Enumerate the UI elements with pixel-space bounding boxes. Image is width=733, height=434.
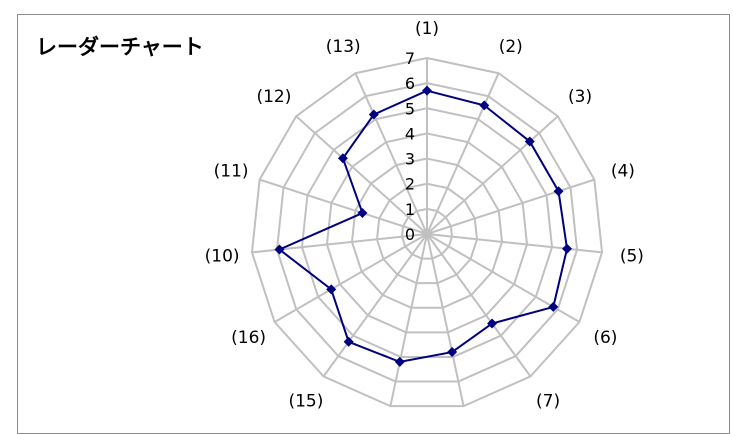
- category-label: (12): [256, 87, 291, 107]
- category-label: (16): [231, 328, 266, 348]
- data-point-marker: [479, 100, 490, 111]
- category-label: (11): [214, 161, 249, 181]
- data-point-marker: [274, 244, 285, 255]
- grid-spoke: [426, 178, 595, 235]
- grid-spoke: [426, 115, 559, 235]
- data-point-marker: [326, 284, 337, 295]
- grid-ring-6: [275, 82, 579, 383]
- chart-title: レーダーチャート: [36, 35, 204, 59]
- data-point-marker: [487, 318, 498, 329]
- tick-label: 7: [405, 49, 415, 68]
- category-label: (1): [415, 19, 439, 39]
- grid-spoke: [259, 178, 428, 235]
- category-label: (3): [568, 87, 592, 107]
- category-label: (10): [205, 247, 240, 267]
- data-point-marker: [357, 208, 368, 219]
- data-point-marker: [553, 186, 564, 197]
- tick-label: 0: [405, 225, 415, 244]
- chart-area: [17, 14, 730, 434]
- grid-ring-2: [375, 182, 479, 285]
- radial-axis-ticks: 0 1 2 3 4 5 6 7: [405, 49, 415, 244]
- grid-spoke: [295, 115, 428, 235]
- grid-spoke: [426, 233, 532, 377]
- grid-spoke: [322, 233, 428, 377]
- data-point-marker: [562, 243, 573, 254]
- grid-spoke: [274, 233, 428, 323]
- data-point-marker: [337, 153, 348, 164]
- category-labels: (1)(2)(3)(4)(5)(6)(7)(8)(9)(15)(16)(10)(…: [205, 19, 644, 427]
- grid-ring-1: [400, 207, 454, 260]
- tick-label: 6: [405, 74, 415, 93]
- grid-ring-7: [250, 56, 604, 408]
- category-label: (6): [593, 328, 617, 348]
- tick-label: 1: [405, 200, 415, 219]
- data-point-marker: [548, 301, 559, 312]
- radar-grid: [250, 56, 604, 408]
- category-label: (15): [288, 392, 323, 412]
- grid-spoke: [426, 233, 603, 254]
- data-point-marker: [368, 109, 379, 120]
- data-point-marker: [422, 85, 432, 96]
- category-label: (5): [620, 247, 644, 267]
- data-point-marker: [524, 136, 535, 147]
- grid-ring-4: [325, 132, 529, 334]
- tick-label: 3: [405, 150, 415, 169]
- category-label: (2): [499, 37, 523, 57]
- series-line: [277, 89, 569, 363]
- grid-ring-3: [350, 157, 504, 309]
- category-label: (13): [326, 37, 361, 57]
- tick-label: 5: [405, 99, 415, 118]
- series-layer: [274, 85, 573, 367]
- grid-spoke: [389, 233, 428, 407]
- tick-label: 2: [405, 175, 415, 194]
- data-point-marker: [447, 347, 458, 358]
- grid-spoke: [354, 72, 428, 235]
- category-label: (7): [536, 392, 560, 412]
- category-label: (4): [611, 161, 635, 181]
- grid-spoke: [426, 72, 500, 235]
- grid-spoke: [426, 233, 465, 407]
- data-point-marker: [394, 356, 405, 367]
- tick-label: 4: [405, 124, 415, 143]
- data-point-marker: [343, 336, 354, 347]
